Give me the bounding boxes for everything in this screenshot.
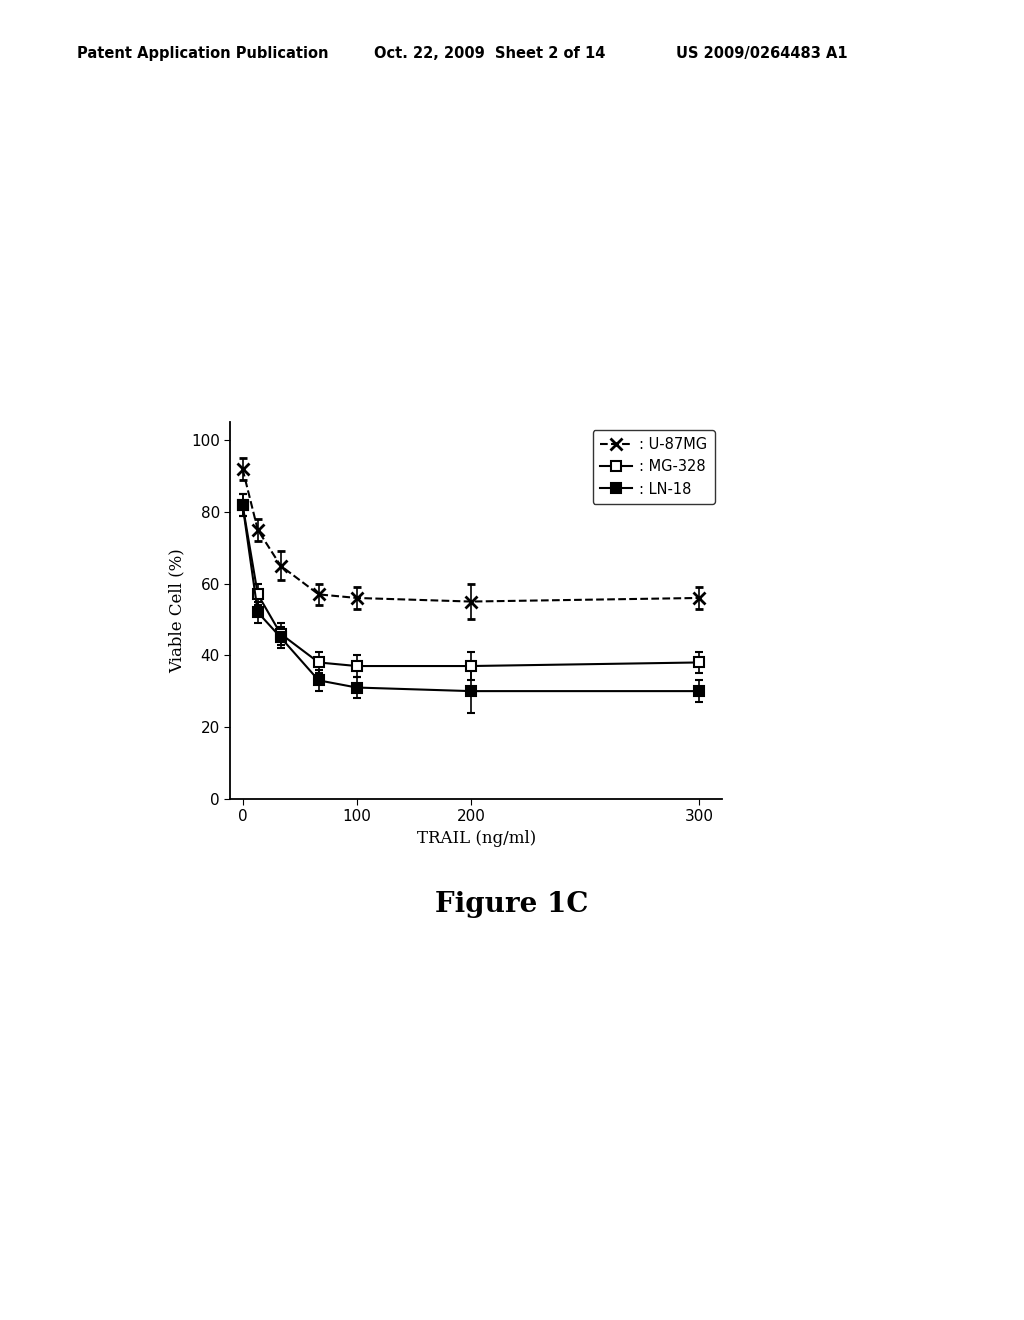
Text: Patent Application Publication: Patent Application Publication [77,46,329,61]
Text: Figure 1C: Figure 1C [435,891,589,917]
Legend: : U-87MG, : MG-328, : LN-18: : U-87MG, : MG-328, : LN-18 [593,430,715,504]
Y-axis label: Viable Cell (%): Viable Cell (%) [169,548,185,673]
Text: Oct. 22, 2009  Sheet 2 of 14: Oct. 22, 2009 Sheet 2 of 14 [374,46,605,61]
Text: US 2009/0264483 A1: US 2009/0264483 A1 [676,46,848,61]
X-axis label: TRAIL (ng/ml): TRAIL (ng/ml) [417,829,536,846]
